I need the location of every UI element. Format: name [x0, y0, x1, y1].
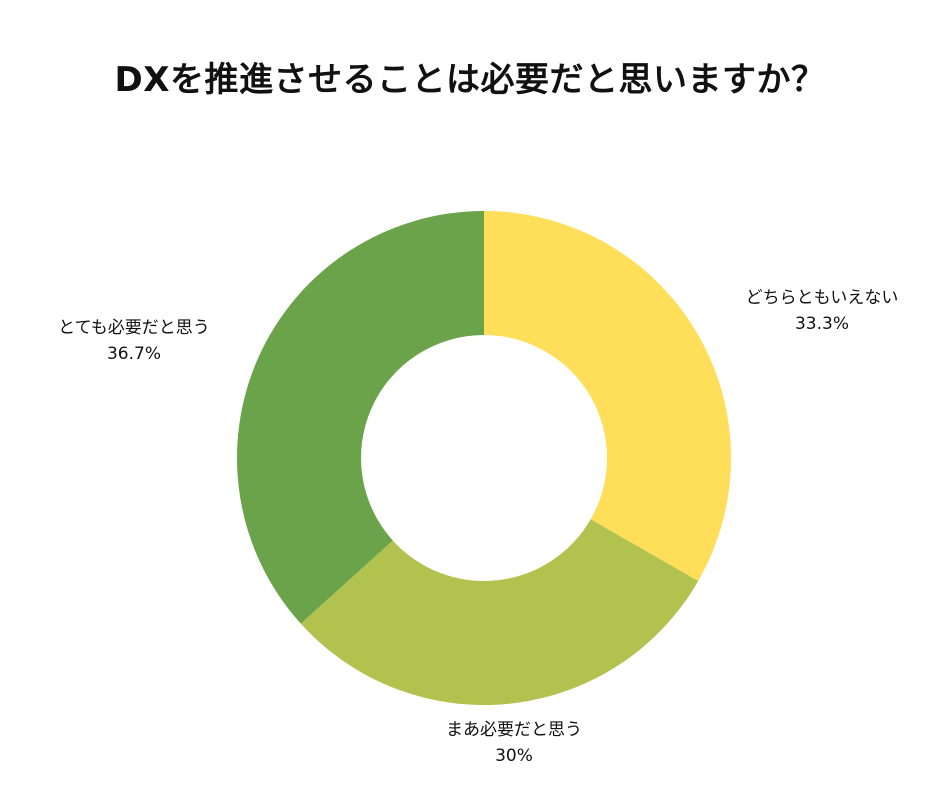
- slice-value-label: 36.7%: [107, 344, 161, 364]
- donut-slice: [236, 211, 484, 624]
- slice-category-label: どちらともいえない: [746, 288, 899, 308]
- donut-slice: [484, 211, 731, 582]
- slice-value-label: 30%: [495, 746, 533, 766]
- donut-slices: [236, 211, 731, 705]
- donut-slice: [300, 519, 699, 705]
- slice-category-label: まあ必要だと思う: [446, 720, 582, 740]
- slice-value-label: 33.3%: [795, 314, 849, 334]
- slice-category-label: とても必要だと思う: [58, 318, 210, 338]
- chart-title: DXを推進させることは必要だと思いますか？: [114, 60, 826, 100]
- slice-labels: どちらともいえない 33.3% まあ必要だと思う 30% とても必要だと思う 36.7%: [58, 288, 898, 766]
